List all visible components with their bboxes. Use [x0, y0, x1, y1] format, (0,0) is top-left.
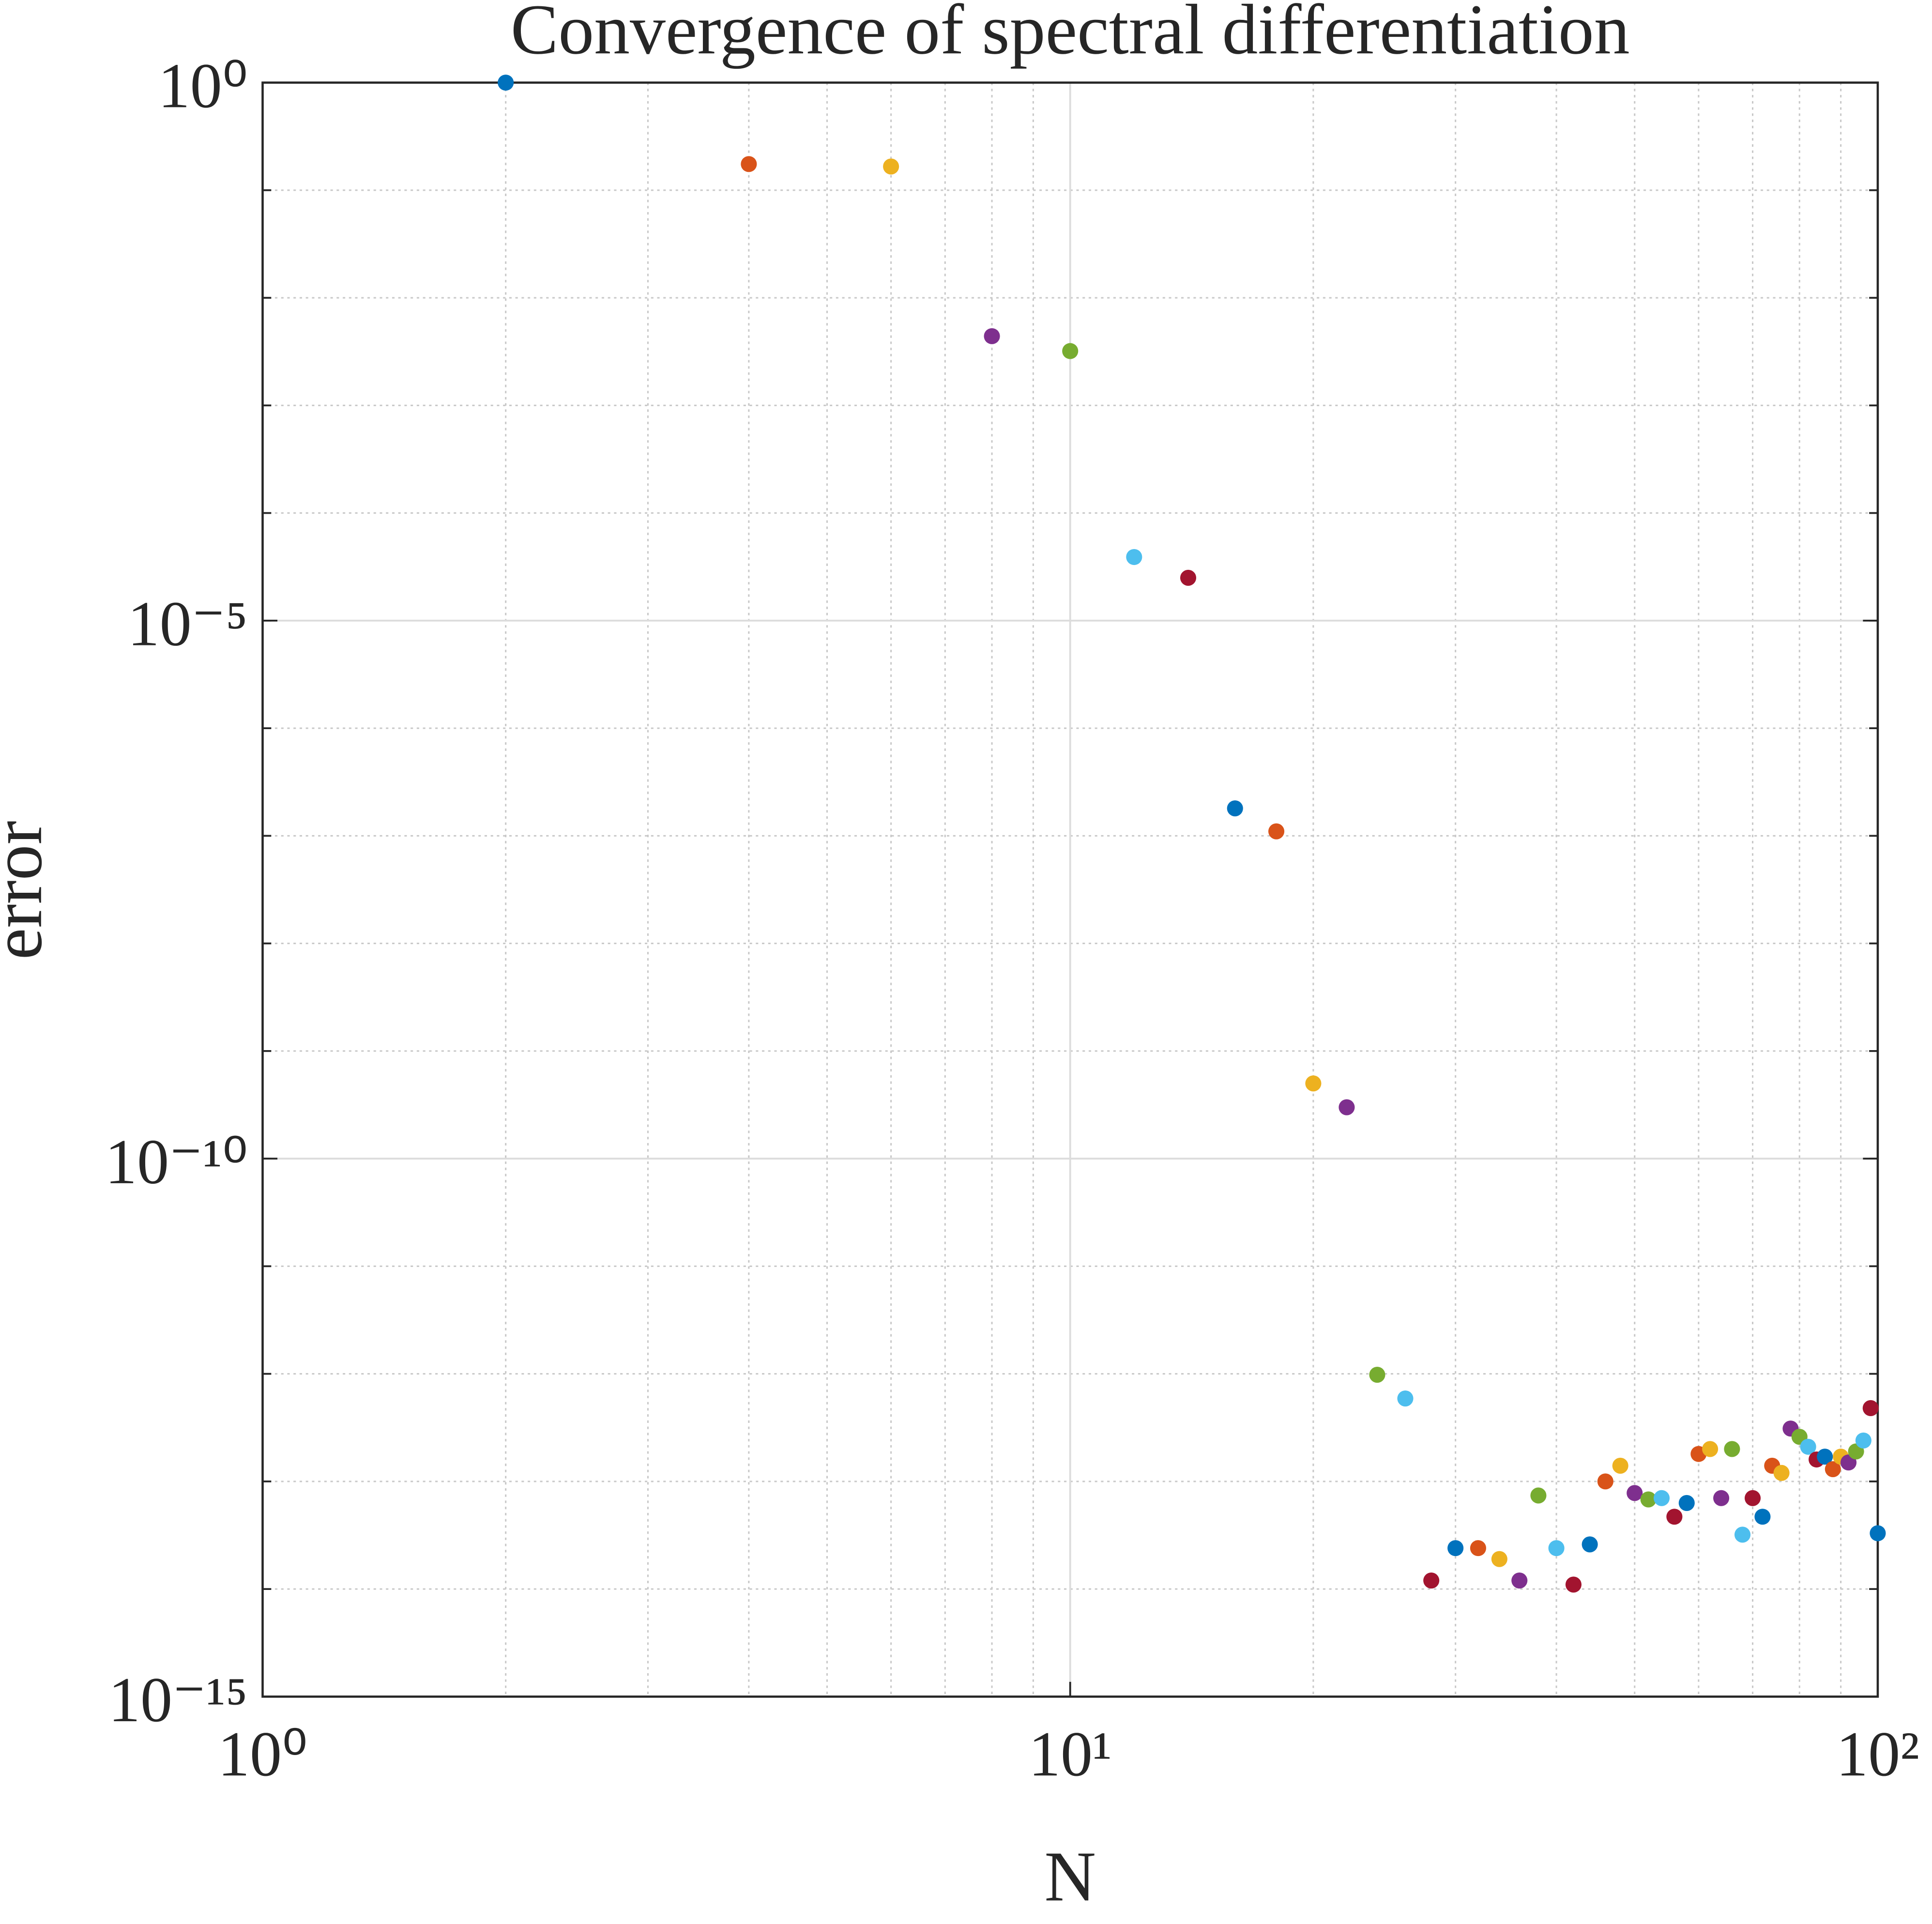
point: [1268, 823, 1285, 840]
point: [1470, 1540, 1486, 1557]
point: [1678, 1495, 1695, 1512]
point: [1855, 1432, 1871, 1449]
point: [883, 158, 899, 175]
point: [1627, 1485, 1643, 1501]
point: [1870, 1525, 1886, 1542]
point: [1666, 1509, 1683, 1525]
point: [1423, 1572, 1440, 1589]
point: [1773, 1465, 1790, 1481]
point: [1640, 1491, 1657, 1508]
point: [1511, 1572, 1528, 1589]
point: [1180, 569, 1197, 586]
y-tick-label: 10⁻¹⁵: [108, 1664, 248, 1735]
point: [1305, 1075, 1322, 1092]
point: [1491, 1551, 1507, 1567]
y-axis-label: error: [0, 821, 57, 960]
point: [1397, 1390, 1414, 1407]
point: [1530, 1487, 1547, 1504]
point: [1817, 1449, 1833, 1465]
x-tick-label: 10²: [1836, 1718, 1919, 1789]
point: [1862, 1400, 1879, 1417]
y-tick-label: 10⁰: [158, 50, 248, 121]
point: [1653, 1490, 1670, 1506]
y-tick-label: 10⁻⁵: [127, 588, 248, 659]
point: [1825, 1461, 1841, 1478]
point: [1724, 1441, 1740, 1457]
point: [984, 328, 1000, 344]
point: [1597, 1473, 1613, 1490]
point: [1582, 1536, 1598, 1553]
point: [1800, 1438, 1816, 1455]
point: [1734, 1527, 1751, 1543]
x-tick-label: 10¹: [1029, 1718, 1112, 1789]
point: [1702, 1441, 1719, 1457]
y-tick-label: 10⁻¹⁰: [105, 1126, 248, 1197]
x-tick-label: 10⁰: [218, 1718, 308, 1789]
x-axis-label: N: [1044, 1836, 1096, 1916]
point: [1744, 1490, 1761, 1506]
point: [1447, 1540, 1464, 1557]
point: [741, 156, 757, 172]
point: [1369, 1367, 1385, 1383]
point: [1713, 1490, 1730, 1506]
chart-title: Convergence of spectral differentiation: [511, 0, 1630, 69]
point: [1227, 800, 1243, 817]
point: [1612, 1457, 1628, 1474]
point: [1548, 1540, 1565, 1557]
axes-box: [261, 81, 1879, 1698]
point: [1754, 1509, 1771, 1525]
point: [498, 75, 514, 91]
point: [1062, 343, 1079, 359]
point: [1339, 1099, 1355, 1115]
point: [1126, 549, 1142, 565]
point: [1565, 1576, 1582, 1593]
